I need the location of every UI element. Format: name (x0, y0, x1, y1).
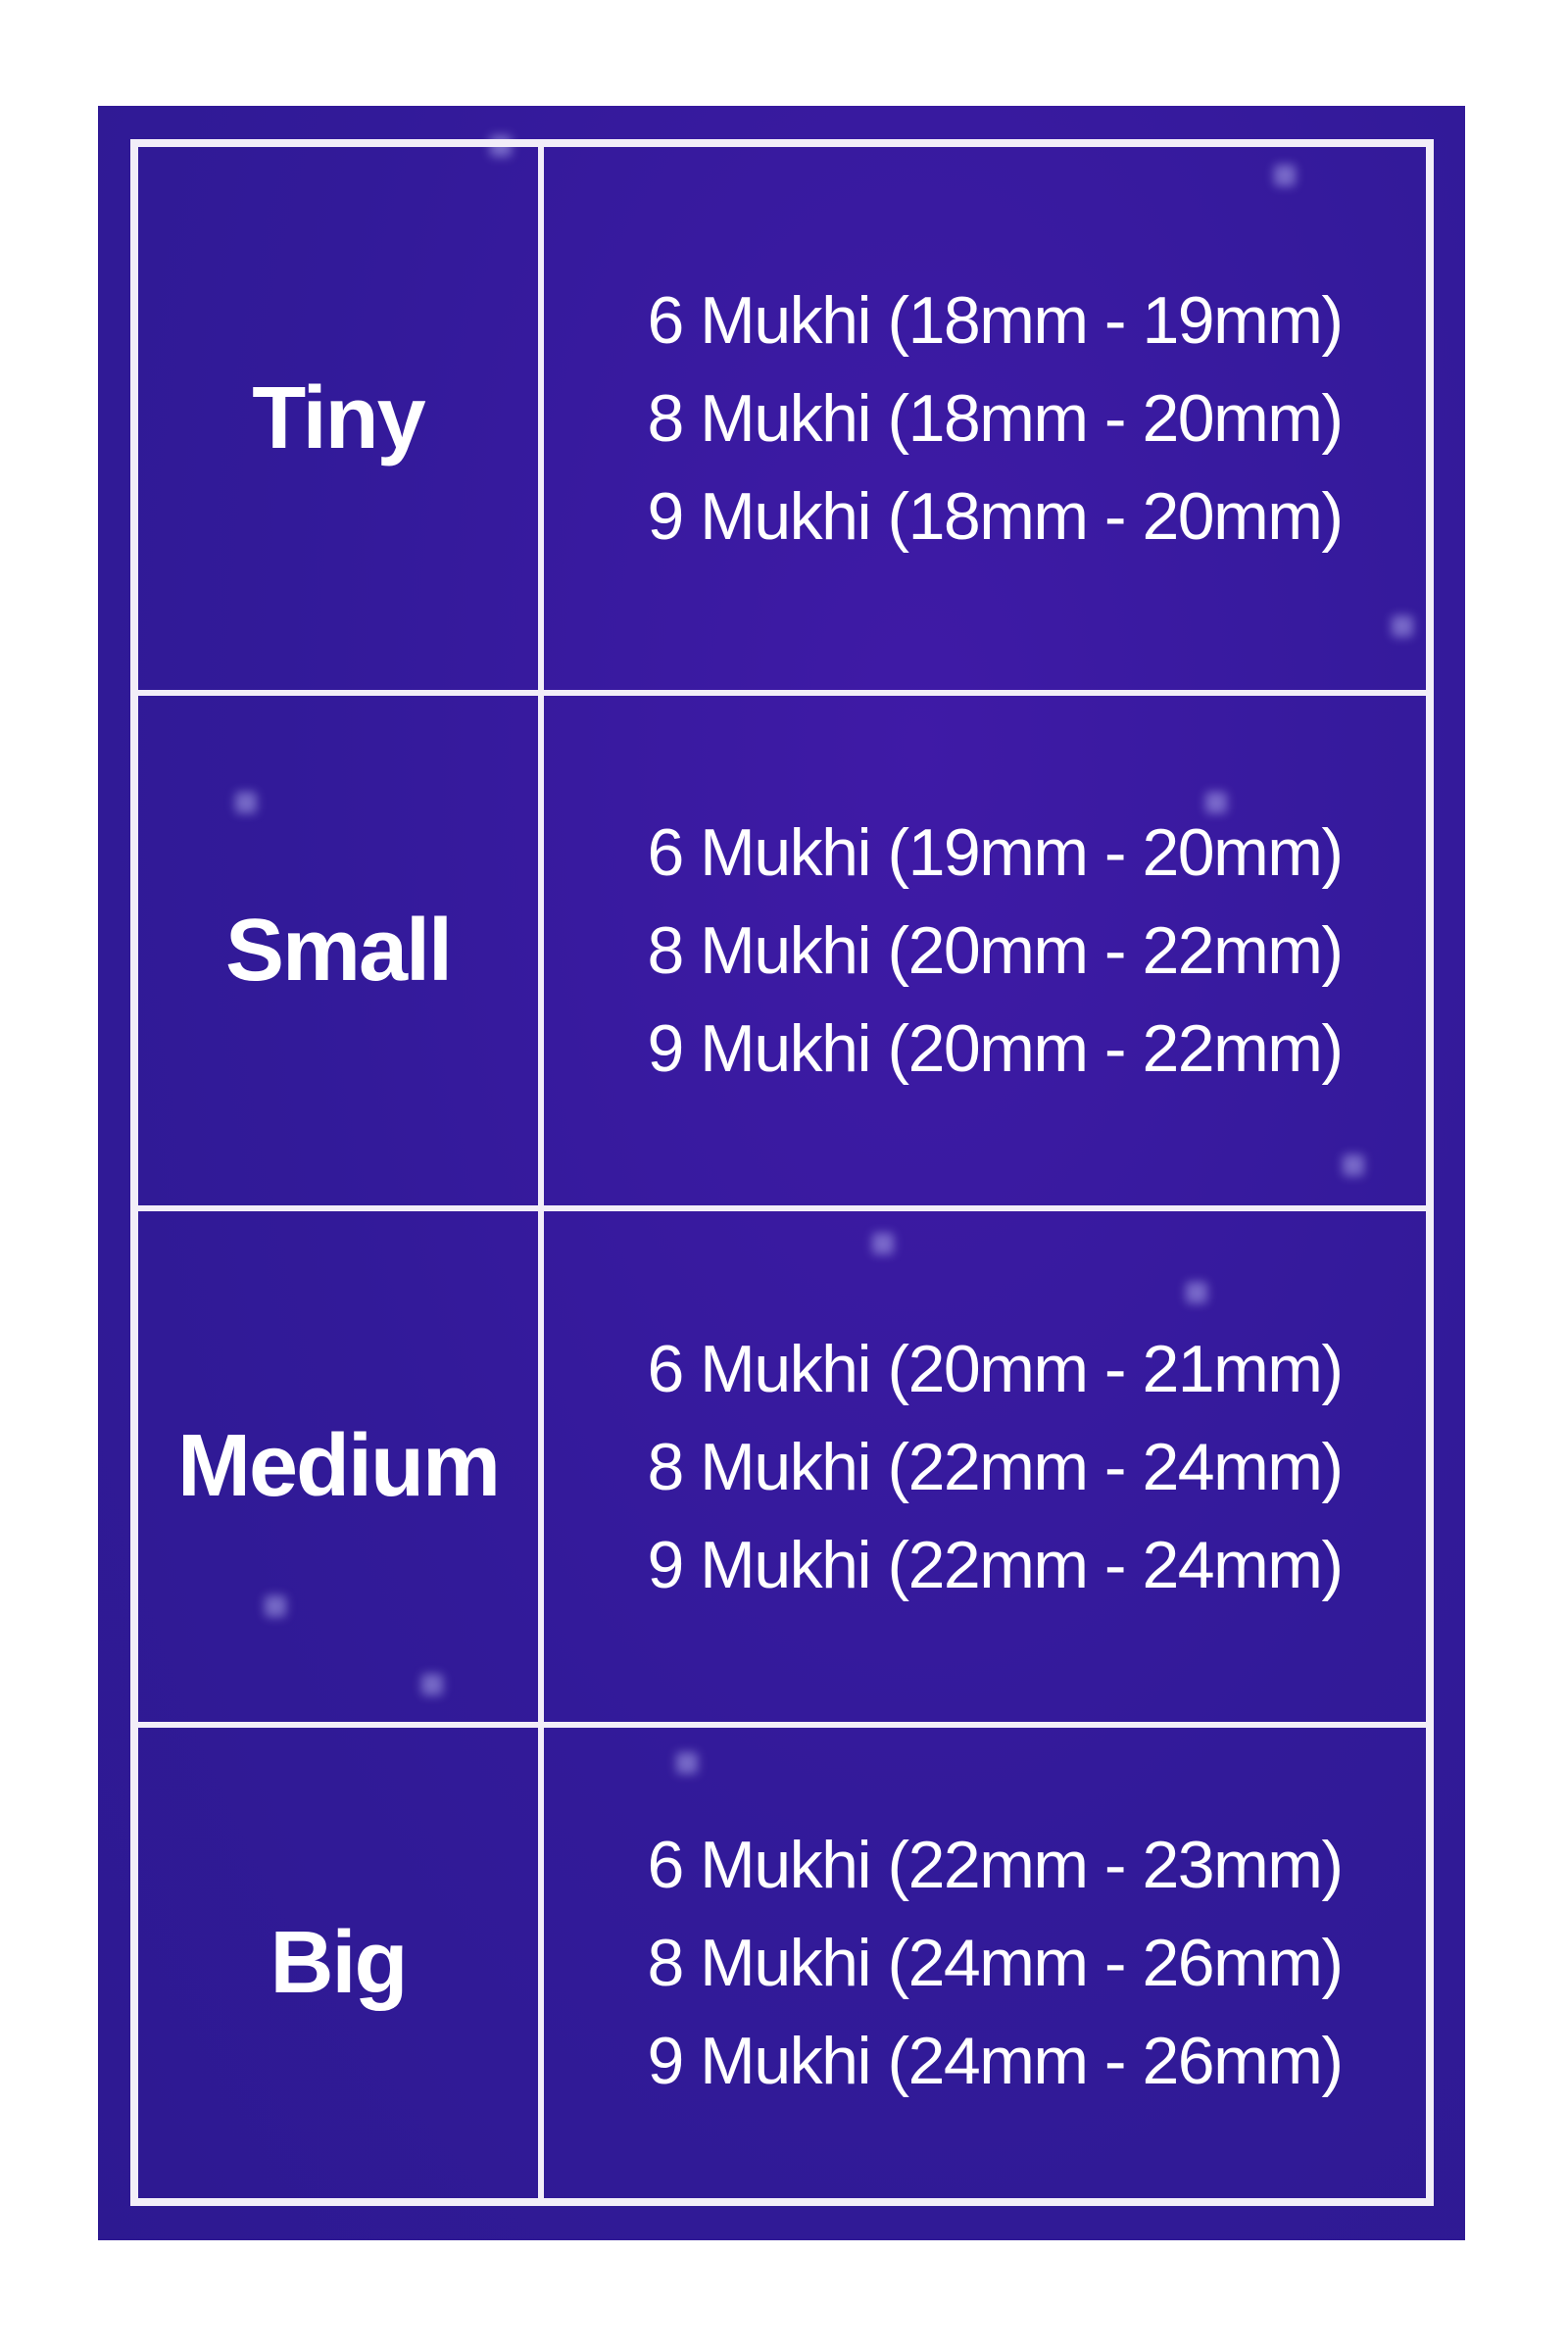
size-label: Small (135, 693, 541, 1208)
speck (421, 1674, 443, 1695)
detail-line: 9 Mukhi (22mm - 24mm) (647, 1527, 1344, 1602)
detail-line: 8 Mukhi (24mm - 26mm) (647, 1926, 1344, 2000)
size-details: 6 Mukhi (22mm - 23mm) 8 Mukhi (24mm - 26m… (541, 1725, 1429, 2201)
size-table: Tiny 6 Mukhi (18mm - 19mm) 8 Mukhi (18mm -… (130, 139, 1434, 2206)
speck (1186, 1282, 1207, 1303)
panel: Tiny 6 Mukhi (18mm - 19mm) 8 Mukhi (18mm -… (98, 106, 1465, 2240)
speck (1343, 1154, 1364, 1176)
speck (235, 792, 257, 813)
detail-line: 6 Mukhi (19mm - 20mm) (647, 815, 1344, 890)
speck (265, 1595, 286, 1617)
detail-line: 8 Mukhi (18mm - 20mm) (647, 381, 1344, 456)
size-label: Big (135, 1725, 541, 2201)
detail-line: 9 Mukhi (24mm - 26mm) (647, 2024, 1344, 2098)
speck (872, 1233, 894, 1254)
detail-line: 6 Mukhi (22mm - 23mm) (647, 1828, 1344, 1902)
detail-line: 6 Mukhi (18mm - 19mm) (647, 283, 1344, 358)
speck (676, 1752, 698, 1774)
speck (1205, 792, 1227, 813)
size-label: Medium (135, 1208, 541, 1725)
size-label: Tiny (135, 144, 541, 693)
speck (1392, 615, 1413, 637)
size-details: 6 Mukhi (19mm - 20mm) 8 Mukhi (20mm - 22m… (541, 693, 1429, 1208)
detail-line: 9 Mukhi (20mm - 22mm) (647, 1011, 1344, 1086)
size-details: 6 Mukhi (20mm - 21mm) 8 Mukhi (22mm - 24m… (541, 1208, 1429, 1725)
size-details: 6 Mukhi (18mm - 19mm) 8 Mukhi (18mm - 20m… (541, 144, 1429, 693)
detail-line: 8 Mukhi (22mm - 24mm) (647, 1429, 1344, 1504)
detail-line: 6 Mukhi (20mm - 21mm) (647, 1331, 1344, 1406)
speck (1274, 165, 1296, 186)
detail-line: 8 Mukhi (20mm - 22mm) (647, 913, 1344, 988)
detail-line: 9 Mukhi (18mm - 20mm) (647, 479, 1344, 554)
